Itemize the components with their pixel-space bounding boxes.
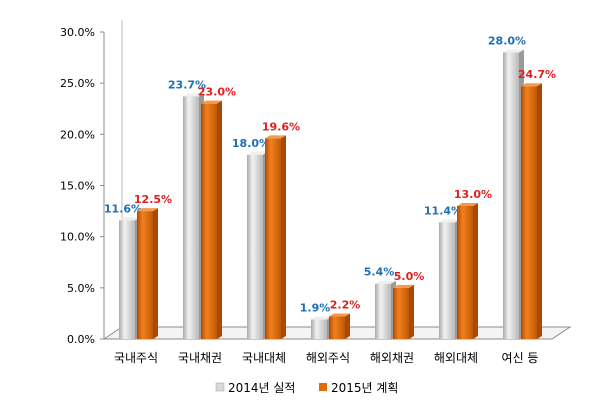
category-label: 국내대체: [242, 351, 286, 365]
data-label-0-3: 1.9%: [300, 302, 331, 315]
bar-top-1-2: [265, 135, 286, 139]
bar-top-0-3: [311, 316, 332, 320]
y-tick-label: 25.0%: [60, 77, 95, 90]
category-label: 국내주식: [114, 351, 158, 365]
y-tick-label: 30.0%: [60, 26, 95, 39]
bar-2014-0: [119, 220, 135, 339]
y-tick-label: 10.0%: [60, 231, 95, 244]
data-label-0-0: 11.6%: [104, 202, 142, 215]
category-label: 해외주식: [306, 351, 350, 365]
data-label-0-4: 5.4%: [364, 266, 395, 279]
bar-top-1-0: [137, 208, 158, 212]
bars: 11.6%12.5% 23.7%23.0% 18.0% 19.6% 1.9% 2.2% 5.…: [104, 34, 556, 339]
y-tick-label: 5.0%: [67, 282, 95, 295]
bar-2014-5: [439, 222, 455, 339]
data-label-1-5: 13.0%: [454, 188, 492, 201]
category-label: 여신 등: [502, 351, 539, 365]
bar-2014-1: [183, 96, 199, 339]
data-label-1-1: 23.0%: [198, 86, 236, 99]
y-axis-ticks: 0.0% 5.0% 10.0% 15.0% 20.0% 25.0% 30.0%: [60, 26, 104, 346]
bar-side-1-0: [153, 208, 158, 339]
data-label-0-5: 11.4%: [424, 204, 462, 217]
data-label-0-1: 23.7%: [168, 78, 206, 91]
bar-top-1-5: [457, 202, 478, 206]
bar-2014-2: [247, 154, 263, 339]
data-label-0-6: 28.0%: [488, 34, 526, 47]
bar-top-0-6: [503, 49, 524, 53]
bar-top-1-3: [329, 313, 350, 317]
legend-label-2014: 2014년 실적: [228, 381, 295, 395]
bar-top-0-1: [183, 93, 204, 97]
bar-side-1-5: [473, 202, 478, 339]
data-label-0-2: 18.0%: [232, 137, 270, 150]
bar-2015-3: [329, 316, 345, 339]
bar-side-1-1: [217, 100, 222, 339]
legend-swatch-2015: [319, 383, 327, 391]
category-label: 국내채권: [178, 351, 222, 365]
bar-top-0-0: [119, 217, 140, 221]
bar-2015-1: [201, 103, 217, 339]
data-label-1-2: 19.6%: [262, 120, 300, 133]
data-label-1-0: 12.5%: [134, 193, 172, 206]
bar-top-0-2: [247, 151, 268, 155]
y-tick-label: 15.0%: [60, 180, 95, 193]
bar-top-0-5: [439, 219, 460, 223]
bar-2015-6: [521, 86, 537, 339]
bar-2015-5: [457, 205, 473, 339]
data-label-1-3: 2.2%: [330, 298, 361, 311]
legend-label-2015: 2015년 계획: [331, 381, 398, 395]
y-tick-label: 20.0%: [60, 128, 95, 141]
y-tick-label: 0.0%: [67, 333, 95, 346]
category-labels: 국내주식 국내채권 국내대체 해외주식 해외채권 해외대체 여신 등: [114, 351, 539, 365]
data-label-1-6: 24.7%: [518, 68, 556, 81]
legend: 2014년 실적 2015년 계획: [215, 381, 398, 395]
bar-2015-0: [137, 211, 153, 339]
bar-side-1-2: [281, 135, 286, 339]
legend-swatch-2014: [215, 382, 225, 392]
bar-side-1-4: [409, 284, 414, 339]
category-label: 해외대체: [434, 351, 478, 365]
bar-top-1-1: [201, 100, 222, 104]
bar-top-0-4: [375, 280, 396, 284]
data-label-1-4: 5.0%: [394, 270, 425, 283]
bar-side-1-3: [345, 313, 350, 339]
category-label: 해외채권: [370, 351, 414, 365]
bar-2014-6: [503, 52, 519, 339]
bar-top-1-4: [393, 284, 414, 288]
bar-top-1-6: [521, 83, 542, 87]
bar-side-1-6: [537, 83, 542, 339]
bar-2015-2: [265, 138, 281, 339]
bar-2014-4: [375, 283, 391, 339]
bar-2015-4: [393, 287, 409, 339]
bar-2014-3: [311, 319, 327, 339]
